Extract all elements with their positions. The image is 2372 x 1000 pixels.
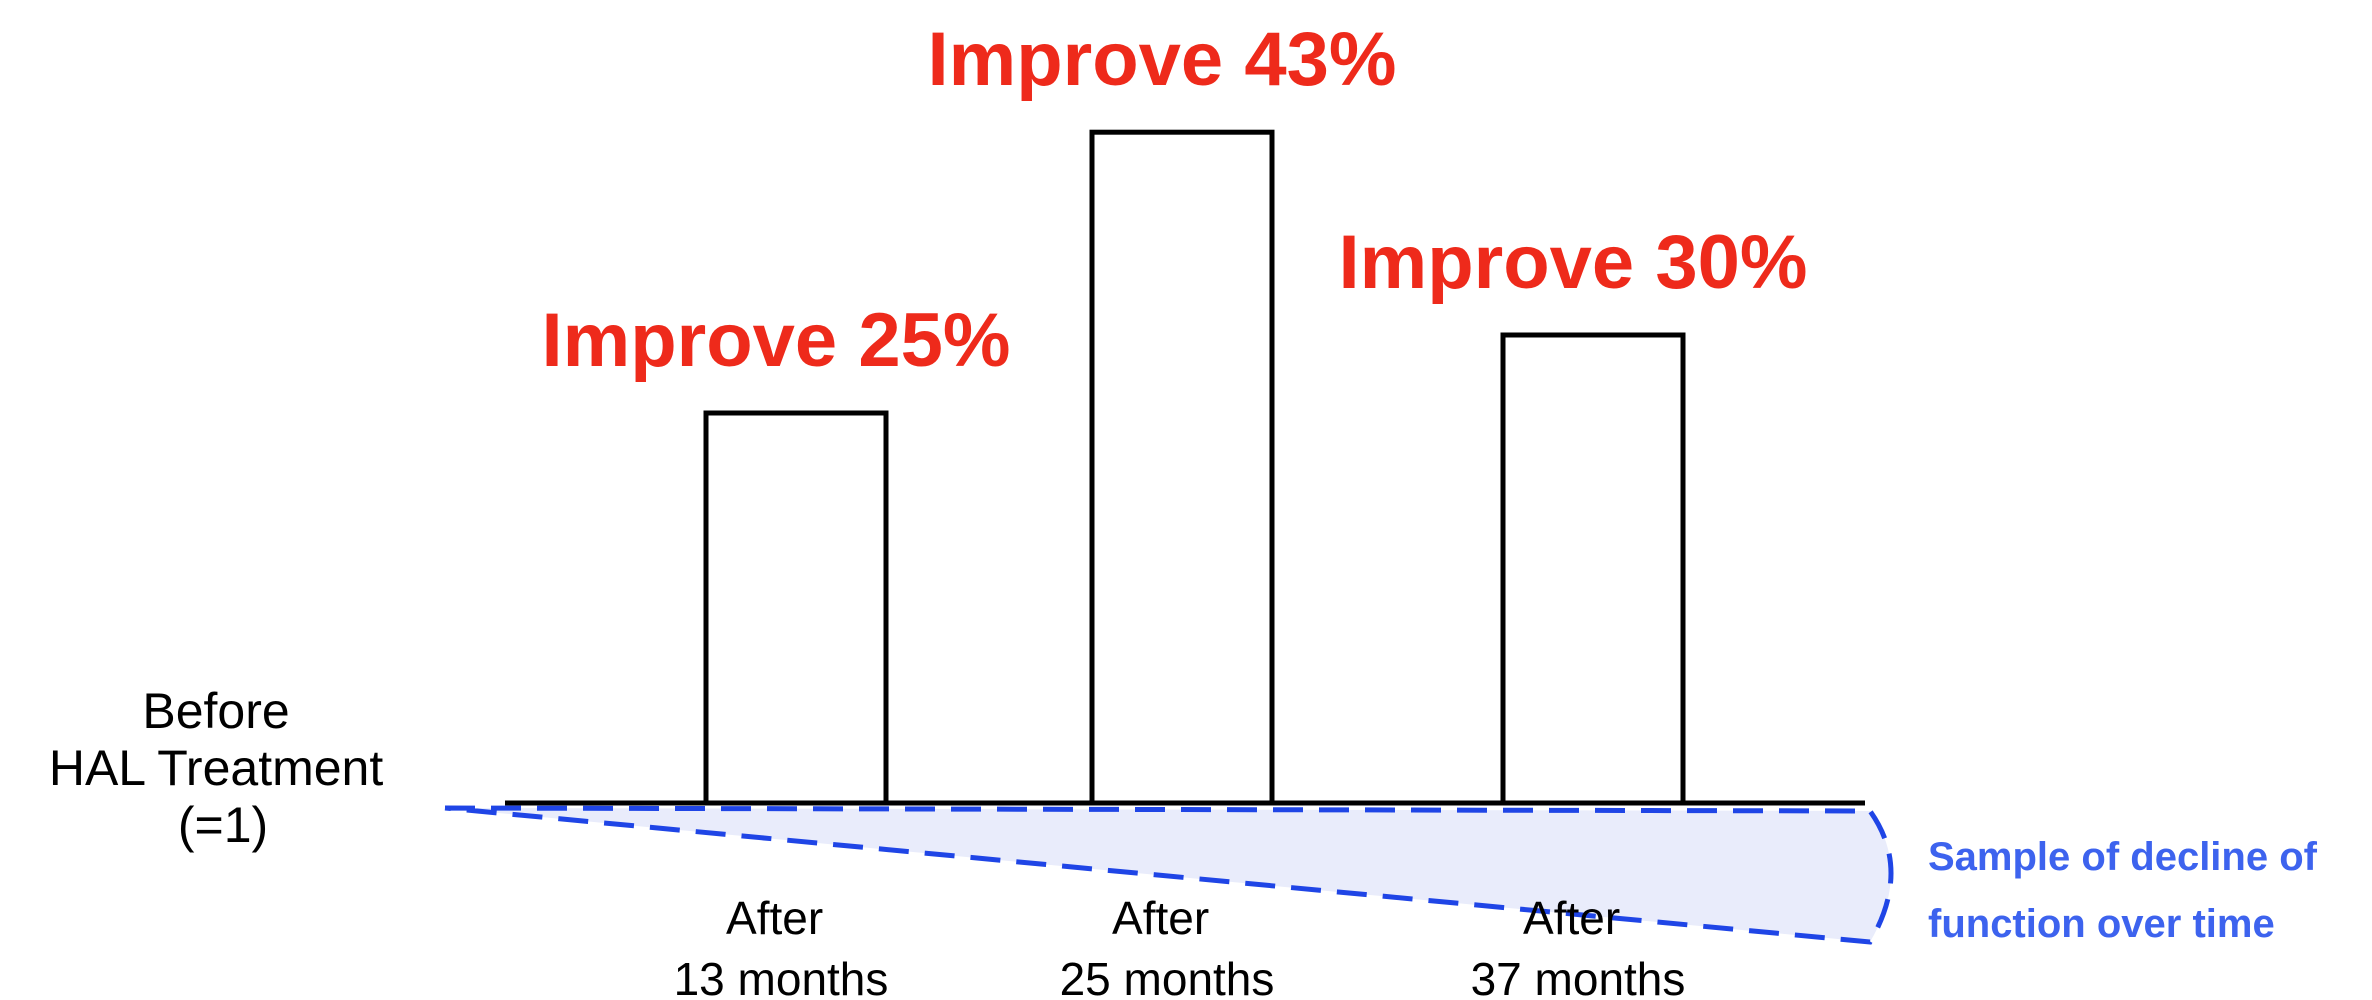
- x-tick-label-13-months: After 13 months: [674, 892, 889, 1000]
- x-tick-13-line-1: After: [726, 892, 823, 944]
- x-tick-25-line-2: 25 months: [1060, 953, 1275, 1000]
- decline-dashed-outline: [444, 805, 1894, 945]
- x-tick-label-25-months: After 25 months: [1060, 892, 1275, 1000]
- x-tick-25-line-1: After: [1112, 892, 1209, 944]
- baseline-label: Before HAL Treatment (=1): [49, 683, 397, 853]
- decline-annotation-line-1: Sample of decline of: [1928, 835, 2318, 879]
- decline-annotation: Sample of decline of function over time: [1928, 835, 2328, 946]
- bar-label-37-months: Improve 30%: [1339, 220, 1808, 305]
- bar-label-13-months: Improve 25%: [542, 298, 1011, 383]
- x-tick-label-37-months: After 37 months: [1471, 892, 1686, 1000]
- x-tick-37-line-1: After: [1523, 892, 1620, 944]
- x-tick-37-line-2: 37 months: [1471, 953, 1686, 1000]
- bar-13-months: [703, 410, 889, 806]
- bar-label-25-months: Improve 43%: [928, 17, 1397, 102]
- x-tick-13-line-2: 13 months: [674, 953, 889, 1000]
- baseline-label-line-2: HAL Treatment: [49, 740, 384, 796]
- bar-37-months: [1500, 332, 1686, 806]
- baseline-label-line-3: (=1): [178, 797, 268, 853]
- baseline-label-line-1: Before: [142, 683, 289, 739]
- decline-annotation-line-2: function over time: [1928, 902, 2275, 946]
- bar-25-months: [1089, 129, 1275, 806]
